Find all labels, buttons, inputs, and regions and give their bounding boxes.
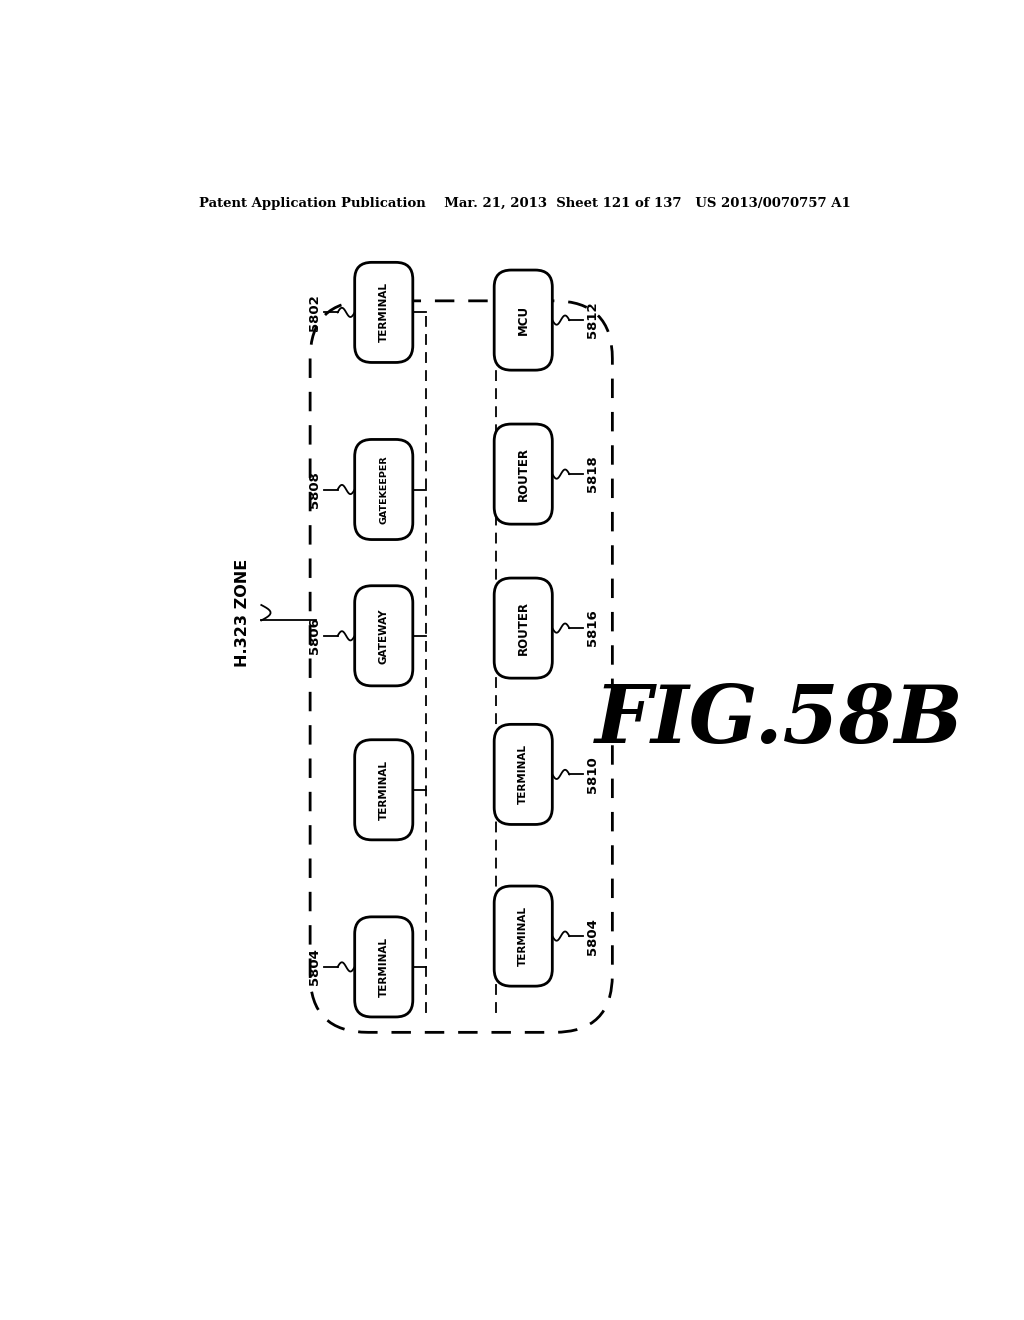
- FancyBboxPatch shape: [495, 578, 552, 678]
- FancyBboxPatch shape: [495, 271, 552, 370]
- Text: 5810: 5810: [587, 756, 599, 793]
- Text: 5806: 5806: [307, 618, 321, 655]
- Text: Patent Application Publication    Mar. 21, 2013  Sheet 121 of 137   US 2013/0070: Patent Application Publication Mar. 21, …: [199, 197, 851, 210]
- Text: TERMINAL: TERMINAL: [379, 937, 389, 997]
- Text: TERMINAL: TERMINAL: [518, 906, 528, 966]
- Text: ROUTER: ROUTER: [517, 447, 529, 502]
- Text: GATEKEEPER: GATEKEEPER: [379, 455, 388, 524]
- Text: TERMINAL: TERMINAL: [379, 760, 389, 820]
- Text: ROUTER: ROUTER: [517, 601, 529, 655]
- Text: TERMINAL: TERMINAL: [518, 744, 528, 804]
- Text: 5808: 5808: [307, 471, 321, 508]
- Text: 5804: 5804: [307, 949, 321, 985]
- FancyBboxPatch shape: [354, 263, 413, 363]
- FancyBboxPatch shape: [354, 739, 413, 840]
- FancyBboxPatch shape: [354, 586, 413, 686]
- Text: 5816: 5816: [587, 610, 599, 647]
- Text: 5802: 5802: [307, 294, 321, 331]
- FancyBboxPatch shape: [495, 725, 552, 825]
- Text: 5818: 5818: [587, 455, 599, 492]
- FancyBboxPatch shape: [495, 886, 552, 986]
- Text: TERMINAL: TERMINAL: [379, 282, 389, 342]
- Text: GATEWAY: GATEWAY: [379, 609, 389, 664]
- Text: 5804: 5804: [587, 917, 599, 954]
- Text: MCU: MCU: [517, 305, 529, 335]
- Text: FIG.58B: FIG.58B: [595, 681, 964, 759]
- Text: 5812: 5812: [587, 302, 599, 338]
- FancyBboxPatch shape: [354, 440, 413, 540]
- Text: H.323 ZONE: H.323 ZONE: [236, 558, 250, 667]
- FancyBboxPatch shape: [354, 917, 413, 1016]
- FancyBboxPatch shape: [495, 424, 552, 524]
